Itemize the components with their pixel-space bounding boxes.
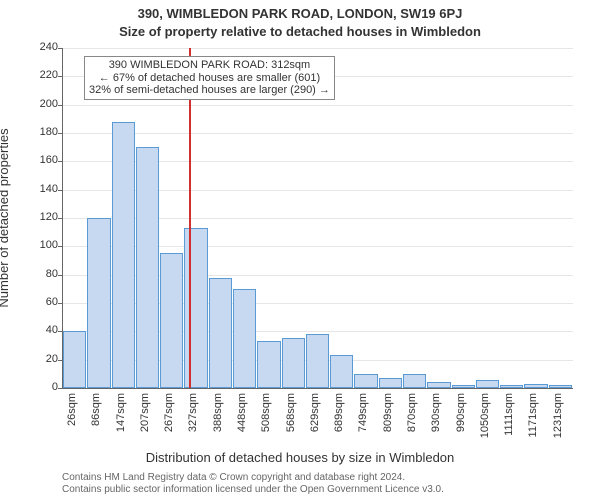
y-tick-label: 40: [18, 324, 58, 336]
y-tick-label: 120: [18, 211, 58, 223]
y-tick-label: 160: [18, 154, 58, 166]
histogram-bar: [282, 338, 305, 388]
histogram-bar: [209, 278, 232, 389]
footer-attribution: Contains HM Land Registry data © Crown c…: [62, 472, 444, 496]
chart-container: 390, WIMBLEDON PARK ROAD, LONDON, SW19 6…: [0, 0, 600, 500]
histogram-bar: [452, 385, 475, 388]
footer-line-1: Contains HM Land Registry data © Crown c…: [62, 472, 444, 484]
y-tick-label: 180: [18, 126, 58, 138]
histogram-bar: [136, 147, 159, 388]
y-tick-label: 60: [18, 296, 58, 308]
gridline: [63, 133, 573, 134]
histogram-bar: [160, 253, 183, 388]
y-tick-label: 20: [18, 353, 58, 365]
y-tick-label: 200: [18, 98, 58, 110]
y-tick-label: 80: [18, 268, 58, 280]
y-tick-label: 100: [18, 239, 58, 251]
y-tick-mark: [58, 246, 62, 247]
x-tick-label: 1231sqm: [552, 393, 600, 453]
y-tick-label: 220: [18, 69, 58, 81]
annotation-line-3: 32% of semi-detached houses are larger (…: [89, 84, 330, 97]
y-tick-mark: [58, 48, 62, 49]
histogram-bar: [500, 385, 523, 388]
histogram-bar: [427, 382, 450, 388]
histogram-bar: [379, 378, 402, 388]
footer-line-2: Contains public sector information licen…: [62, 484, 444, 496]
reference-annotation-box: 390 WIMBLEDON PARK ROAD: 312sqm ← 67% of…: [84, 56, 335, 100]
gridline: [63, 105, 573, 106]
histogram-bar: [306, 334, 329, 388]
histogram-bar: [63, 331, 86, 388]
histogram-bar: [476, 380, 499, 389]
y-tick-label: 140: [18, 183, 58, 195]
y-tick-mark: [58, 161, 62, 162]
histogram-bar: [354, 374, 377, 388]
y-tick-mark: [58, 275, 62, 276]
histogram-bar: [330, 355, 353, 388]
histogram-bar: [184, 228, 207, 388]
histogram-bar: [524, 384, 547, 388]
y-axis-label: Number of detached properties: [0, 128, 11, 307]
y-tick-mark: [58, 331, 62, 332]
y-tick-label: 0: [18, 381, 58, 393]
y-tick-mark: [58, 190, 62, 191]
histogram-bar: [87, 218, 110, 388]
y-tick-mark: [58, 388, 62, 389]
y-tick-mark: [58, 76, 62, 77]
y-tick-mark: [58, 303, 62, 304]
y-tick-mark: [58, 360, 62, 361]
y-tick-mark: [58, 133, 62, 134]
y-tick-label: 240: [18, 41, 58, 53]
y-tick-mark: [58, 105, 62, 106]
chart-subtitle: Size of property relative to detached ho…: [0, 24, 600, 39]
gridline: [63, 48, 573, 49]
annotation-line-2: ← 67% of detached houses are smaller (60…: [89, 72, 330, 85]
histogram-bar: [112, 122, 135, 388]
histogram-bar: [403, 374, 426, 388]
histogram-bar: [233, 289, 256, 388]
y-tick-mark: [58, 218, 62, 219]
annotation-line-1: 390 WIMBLEDON PARK ROAD: 312sqm: [89, 59, 330, 72]
histogram-bar: [257, 341, 280, 388]
histogram-bar: [549, 385, 572, 388]
chart-title-address: 390, WIMBLEDON PARK ROAD, LONDON, SW19 6…: [0, 6, 600, 21]
